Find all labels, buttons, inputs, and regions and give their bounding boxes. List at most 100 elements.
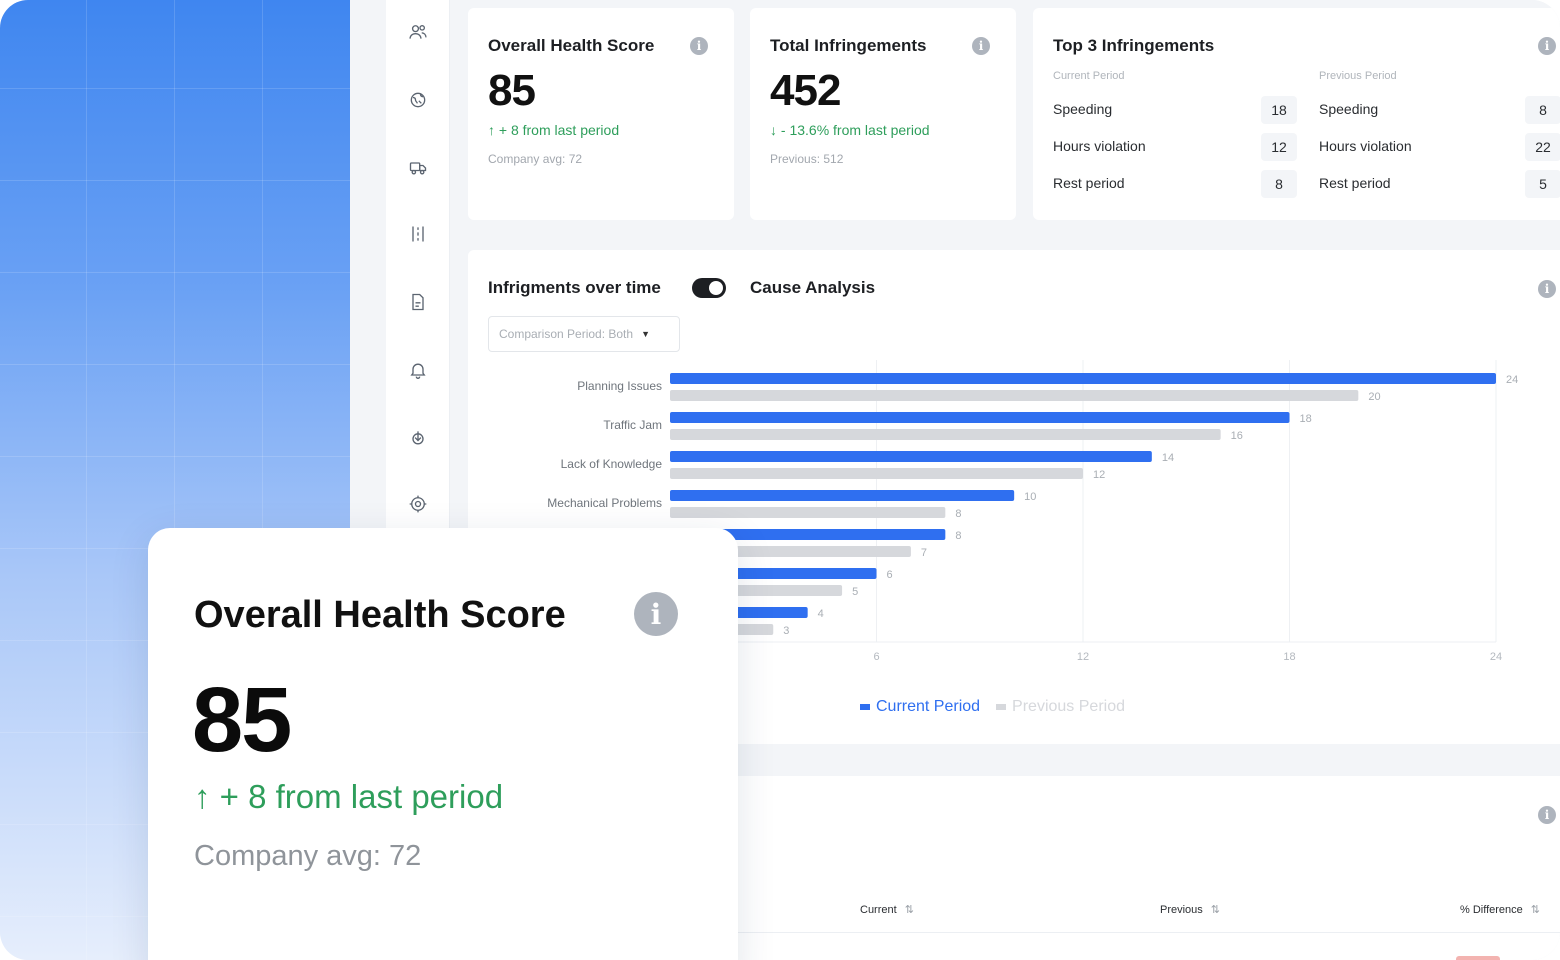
document-icon[interactable] (406, 290, 430, 314)
toggle-right-label: Cause Analysis (750, 278, 876, 297)
toggle-left-label: Infrigments over time (488, 278, 661, 297)
x-tick-label: 24 (1490, 651, 1502, 663)
info-icon[interactable]: i (690, 37, 708, 55)
category-label: Traffic Jam (603, 418, 662, 432)
current-row-label: Rest period (1053, 175, 1125, 191)
overlay-title: Overall Health Score (194, 594, 566, 636)
category-label: Planning Issues (577, 379, 662, 393)
sort-icon: ⇅ (904, 904, 914, 916)
overlay-score-value: 85 (192, 669, 292, 771)
caret-down-icon: ▼ (641, 329, 650, 339)
card-title: Total Infringements (770, 36, 927, 55)
previous-row-value: 22 (1525, 133, 1560, 161)
current-row-value: 18 (1261, 96, 1297, 124)
infringements-value: 452 (770, 66, 841, 115)
previous-row-value: 8 (1525, 96, 1560, 124)
bar-value-label: 8 (955, 508, 961, 520)
hero-background (0, 0, 350, 960)
delta-label: - 13.6% from last period (780, 122, 930, 138)
delta-text: ↓ - 13.6% from last period (770, 122, 930, 138)
column-header-difference[interactable]: % Difference ⇅ (1460, 903, 1540, 917)
settings-icon[interactable] (406, 492, 430, 516)
chart-legend: Current Period Previous Period (860, 698, 1125, 716)
bar-value-label: 6 (887, 569, 893, 581)
company-average: Company avg: 72 (488, 152, 583, 166)
bar-value-label: 20 (1368, 391, 1380, 403)
cause-analysis-card: Infrigments over time Cause Analysis i C… (468, 250, 1560, 744)
info-icon[interactable]: i (1538, 280, 1556, 298)
bar-value-label: 4 (818, 608, 824, 620)
previous-value: Previous: 512 (770, 152, 844, 166)
truck-icon[interactable] (406, 156, 430, 180)
bar-previous[interactable] (670, 429, 1221, 440)
x-tick-label: 6 (873, 651, 879, 663)
total-infringements-card: Total Infringements i 452 ↓ - 13.6% from… (750, 8, 1016, 220)
bar-current[interactable] (670, 412, 1290, 423)
column-label: Previous (1160, 903, 1203, 916)
current-row-value: 8 (1261, 170, 1297, 198)
bar-previous[interactable] (670, 390, 1359, 401)
top3-infringements-card: Top 3 Infringements i Current Period Pre… (1033, 8, 1560, 220)
info-icon[interactable]: i (634, 592, 678, 636)
column-label: % Difference (1460, 903, 1523, 916)
bar-value-label: 12 (1093, 469, 1105, 481)
current-row-label: Speeding (1053, 101, 1113, 117)
arrow-down-icon: ↓ (770, 122, 781, 138)
x-tick-label: 18 (1283, 651, 1295, 663)
bar-value-label: 24 (1506, 374, 1518, 386)
sort-icon: ⇅ (1210, 904, 1221, 916)
bar-previous[interactable] (670, 468, 1083, 479)
bar-current[interactable] (670, 451, 1152, 462)
card-title: Top 3 Infringements (1053, 36, 1215, 55)
previous-period-header: Previous Period (1319, 70, 1397, 82)
info-icon[interactable]: i (972, 37, 990, 55)
difference-badge (1456, 956, 1500, 960)
delta-label: + 8 from last period (498, 122, 620, 138)
view-toggle[interactable] (692, 278, 726, 298)
info-icon[interactable]: i (1538, 37, 1556, 55)
toggle-knob (709, 281, 723, 295)
legend-current-label[interactable]: Current Period (876, 698, 981, 715)
table-divider (468, 932, 1560, 933)
bar-value-label: 3 (783, 625, 789, 637)
dropdown-value: Comparison Period: Both (499, 327, 634, 341)
current-row-value: 12 (1261, 133, 1297, 161)
legend-previous-label[interactable]: Previous Period (1012, 698, 1125, 715)
bar-value-label: 18 (1300, 413, 1312, 425)
column-label: Current (860, 903, 897, 916)
previous-row-label: Speeding (1319, 101, 1379, 117)
info-icon[interactable]: i (1538, 806, 1556, 824)
category-label: Lack of Knowledge (561, 457, 663, 471)
bar-value-label: 8 (955, 530, 961, 542)
overlay-company-average: Company avg: 72 (194, 840, 422, 872)
bar-current[interactable] (670, 490, 1015, 501)
card-title: Overall Health Score (488, 36, 655, 55)
users-icon[interactable] (406, 20, 430, 44)
arrow-up-icon: ↑ (488, 122, 499, 138)
bar-value-label: 16 (1231, 430, 1243, 442)
health-score-card: Overall Health Score i 85 ↑ + 8 from las… (468, 8, 734, 220)
bar-value-label: 7 (921, 547, 927, 559)
category-label: Mechanical Problems (547, 496, 662, 510)
globe-icon[interactable] (406, 88, 430, 112)
previous-row-label: Rest period (1319, 175, 1391, 191)
legend-swatch-current (860, 704, 870, 710)
overall-health-score-overlay: Overall Health Score i 85 ↑ + 8 from las… (148, 528, 738, 960)
column-header-current[interactable]: Current ⇅ (860, 903, 914, 917)
bar-current[interactable] (670, 529, 946, 540)
x-tick-label: 12 (1077, 651, 1089, 663)
bar-previous[interactable] (670, 507, 946, 518)
previous-row-value: 5 (1525, 170, 1560, 198)
road-icon[interactable] (406, 222, 430, 246)
arrow-up-icon: ↑ (194, 778, 220, 815)
bell-icon[interactable] (406, 358, 430, 382)
bar-current[interactable] (670, 373, 1496, 384)
overlay-delta: ↑ + 8 from last period (194, 778, 503, 816)
bar-value-label: 5 (852, 586, 858, 598)
download-icon[interactable] (406, 426, 430, 450)
comparison-period-dropdown[interactable]: Comparison Period: Both ▼ (488, 316, 680, 352)
current-period-header: Current Period (1053, 70, 1125, 82)
current-row-label: Hours violation (1053, 138, 1146, 154)
column-header-previous[interactable]: Previous ⇅ (1160, 903, 1221, 917)
